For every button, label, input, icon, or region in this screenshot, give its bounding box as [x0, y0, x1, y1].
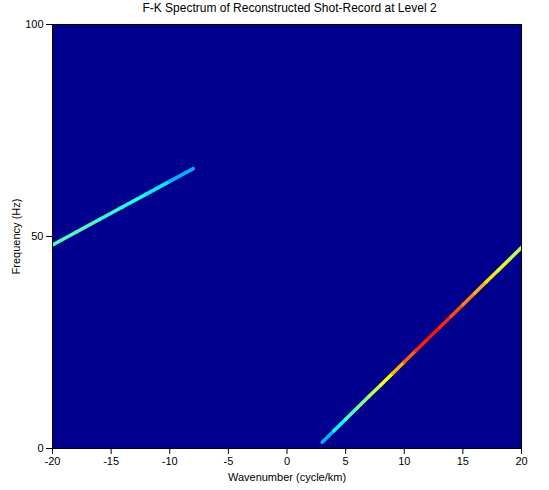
svg-text:-10: -10	[162, 455, 178, 467]
svg-text:-20: -20	[45, 455, 61, 467]
svg-text:-15: -15	[103, 455, 119, 467]
svg-text:20: 20	[515, 455, 527, 467]
svg-text:15: 15	[457, 455, 469, 467]
svg-text:0: 0	[284, 455, 290, 467]
svg-text:10: 10	[398, 455, 410, 467]
svg-text:100: 100	[25, 18, 43, 30]
svg-text:Frequency (Hz): Frequency (Hz)	[10, 199, 22, 275]
svg-text:5: 5	[343, 455, 349, 467]
html-text:F-K Spectrum of Reconstructed: F-K Spectrum of Reconstructed Shot-Recor…	[142, 1, 437, 15]
svg-text:0: 0	[37, 442, 43, 454]
svg-text:-5: -5	[223, 455, 233, 467]
svg-text:50: 50	[31, 230, 43, 242]
svg-text:Wavenumber (cycle/km): Wavenumber (cycle/km)	[228, 471, 346, 483]
